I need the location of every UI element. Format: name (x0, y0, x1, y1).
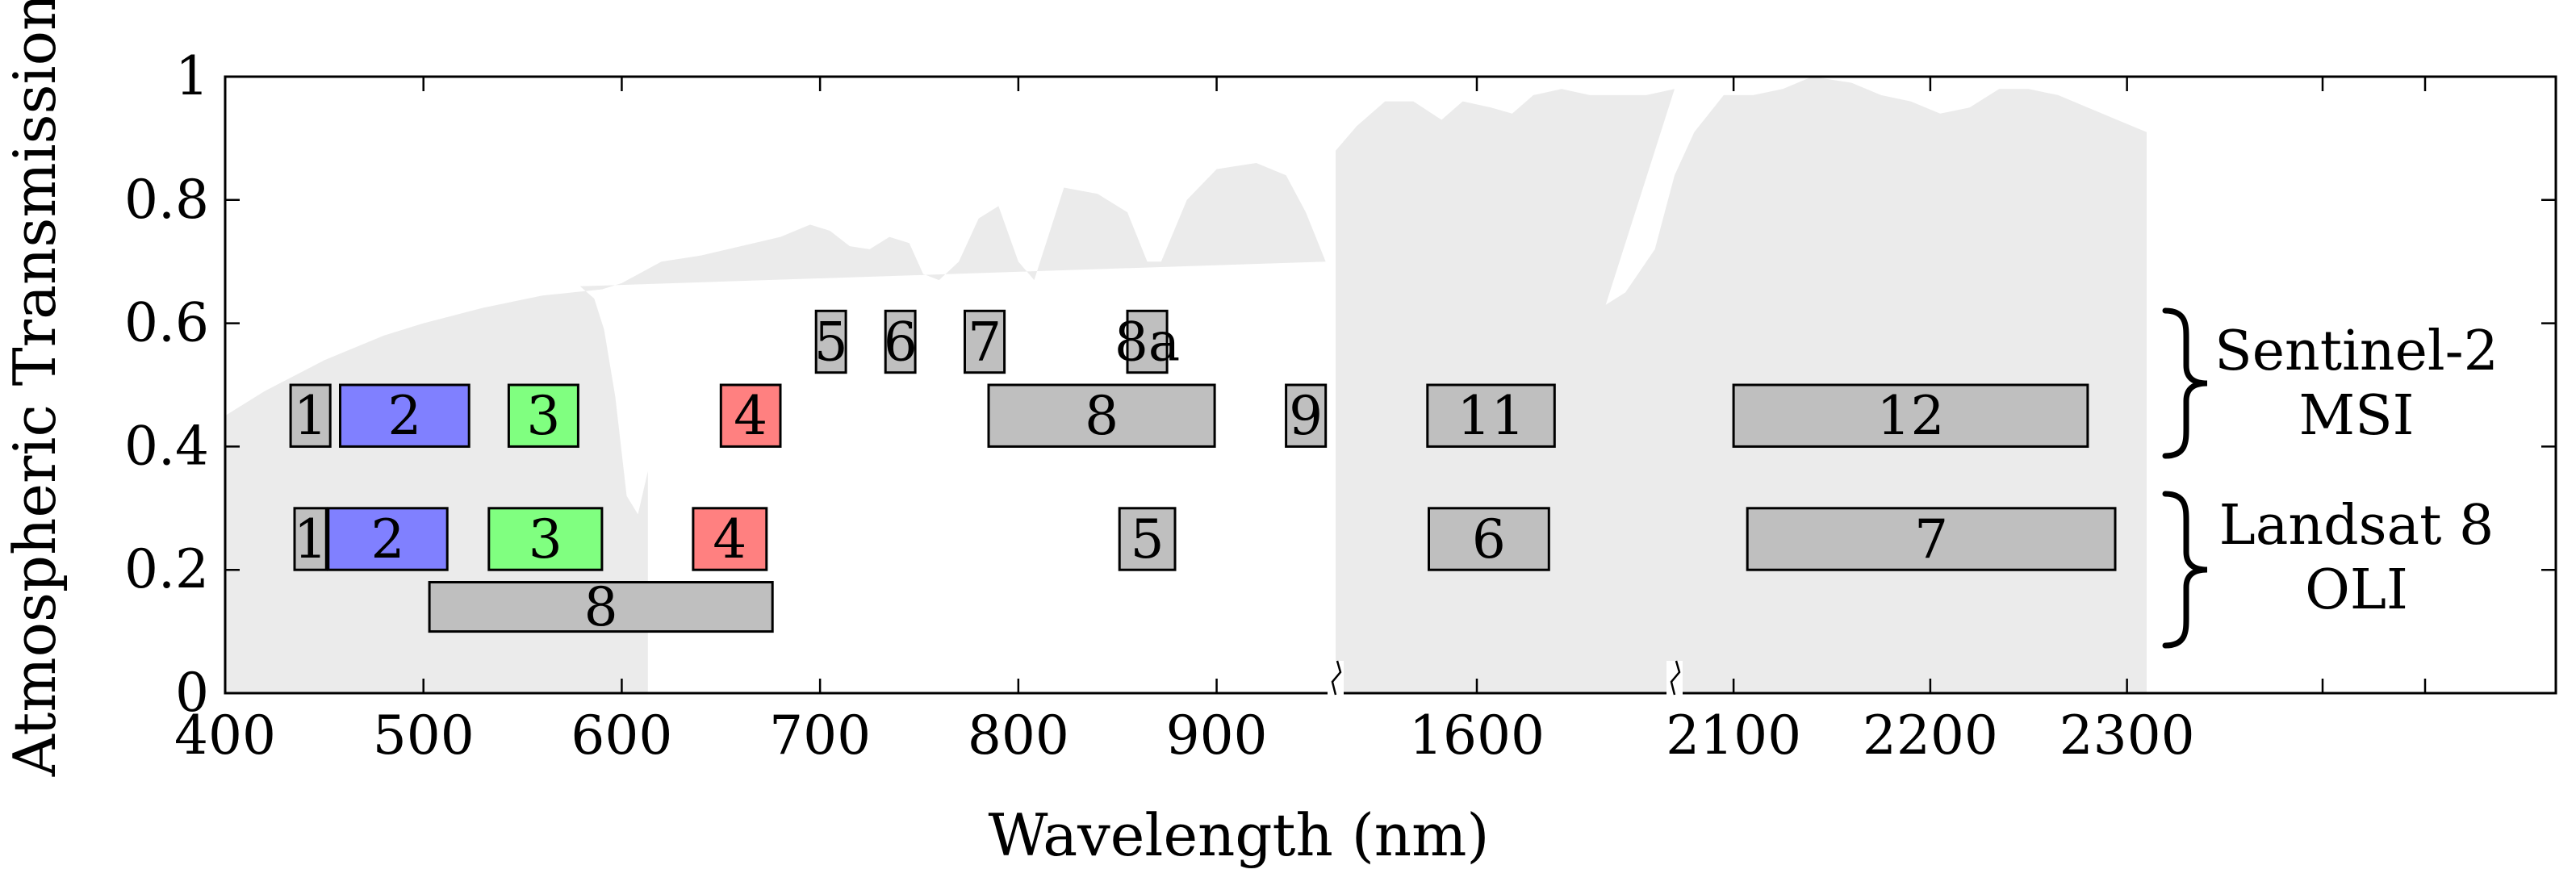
axis-break-mark (1670, 660, 1681, 696)
sentinel-band-3-box (507, 383, 579, 448)
x-tick-label: 800 (968, 704, 1069, 767)
sentinel-band-1-box (289, 383, 332, 448)
sentinel-band-2-label: 2 (387, 385, 421, 447)
landsat-name-line2: OLI (2305, 558, 2408, 622)
landsat-name-line1: Landsat 8 (2219, 494, 2494, 558)
landsat-band-2-box (327, 507, 449, 571)
landsat-band-3-label: 3 (529, 508, 562, 570)
sentinel-band-5-box (814, 309, 847, 374)
sentinel-band-9-box (1285, 383, 1328, 448)
landsat-band-5-box (1118, 507, 1177, 571)
sentinel-band-7-label: 7 (968, 311, 1002, 374)
y-tick-label: 0.4 (124, 415, 209, 477)
sentinel-band-8a-label: 8a (1114, 311, 1180, 374)
sentinel-band-11-label: 11 (1457, 385, 1525, 447)
landsat-band-4-box (692, 507, 768, 571)
landsat-band-1-label: 1 (294, 508, 328, 570)
sentinel-band-2-box (339, 383, 470, 448)
landsat-band-4-label: 4 (713, 508, 746, 570)
x-tick-label: 400 (174, 704, 276, 767)
sensor-braces (2162, 307, 2208, 649)
sentinel-band-12-box (1732, 383, 2089, 448)
sentinel-band-12-label: 12 (1877, 385, 1945, 447)
axis-break-mark (1331, 660, 1342, 696)
landsat-band-8-label: 8 (584, 576, 618, 638)
sentinel-band-5-label: 5 (814, 311, 848, 374)
sentinel-band-3-label: 3 (526, 385, 560, 447)
sentinel-name-line2: MSI (2298, 384, 2414, 448)
sentinel-name-line1: Sentinel-2 (2214, 320, 2499, 383)
y-tick-label: 0.2 (124, 538, 209, 600)
landsat-band-2-label: 2 (371, 508, 405, 570)
x-tick-label: 2200 (1863, 704, 1998, 767)
y-tick-label: 0 (175, 662, 209, 724)
sentinel-band-9-label: 9 (1289, 385, 1323, 447)
sentinel-band-1-label: 1 (294, 385, 328, 447)
sentinel-band-11-box (1426, 383, 1556, 448)
sentinel-band-8a-box (1126, 309, 1169, 374)
landsat-band-7-box (1746, 507, 2117, 571)
sentinel-band-8-label: 8 (1085, 385, 1119, 447)
plot-frame (224, 75, 2557, 695)
x-tick-label: 1600 (1409, 704, 1545, 767)
landsat-band-5-label: 5 (1131, 508, 1165, 570)
x-tick-label: 900 (1166, 704, 1268, 767)
landsat-brace (2162, 491, 2208, 649)
landsat-band-3-box (487, 507, 604, 571)
sentinel-band-6-box (884, 309, 917, 374)
sentinel-band-6-label: 6 (884, 311, 918, 374)
landsat-band-6-label: 6 (1472, 508, 1506, 570)
x-tick-label: 500 (373, 704, 475, 767)
sentinel-band-7-box (964, 309, 1006, 374)
x-tick-label: 600 (571, 704, 672, 767)
landsat-band-1-box (293, 507, 328, 571)
landsat-band-8-box (428, 581, 774, 633)
y-tick-label: 1 (175, 45, 209, 107)
y-tick-label: 0.6 (124, 292, 209, 354)
x-tick-label: 2100 (1666, 704, 1801, 767)
sentinel-band-4-box (719, 383, 782, 448)
ticks-layer: 0 0.2 0.4 0.6 0.8 1 400 500 600 700 800 900 1600 2100… (124, 45, 2556, 767)
x-tick-label: 2300 (2060, 704, 2195, 767)
x-axis-label: Wavelength (nm) (988, 801, 1489, 869)
y-axis-label: Atmospheric Transmission (1, 0, 69, 777)
sentinel-band-8-box (987, 383, 1216, 448)
landsat-band-6-box (1428, 507, 1550, 571)
sentinel-band-4-label: 4 (734, 385, 767, 447)
x-tick-label: 700 (769, 704, 871, 767)
sentinel-brace (2162, 307, 2208, 459)
axis-breaks (1328, 660, 1683, 696)
landsat-band-7-label: 7 (1914, 508, 1948, 570)
y-tick-label: 0.8 (124, 169, 209, 231)
